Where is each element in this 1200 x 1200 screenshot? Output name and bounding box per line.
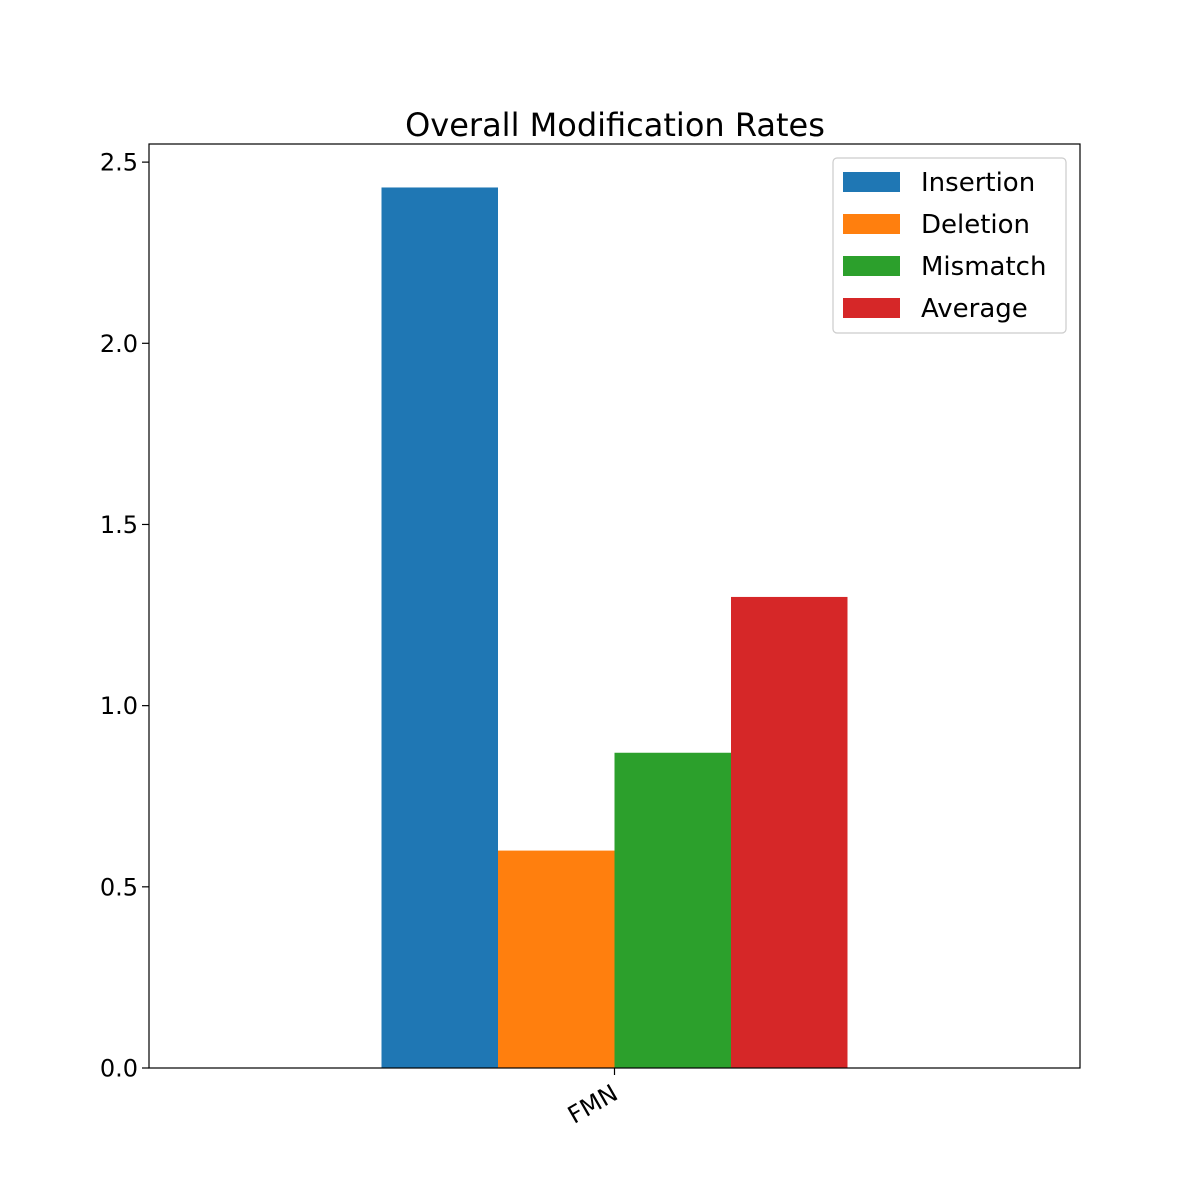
legend: Insertion Deletion Mismatch Average bbox=[832, 157, 1067, 334]
bar-insertion-fmn bbox=[381, 187, 498, 1069]
y-axis: 0.0 0.5 1.0 1.5 2.0 2.5 bbox=[100, 149, 149, 1083]
legend-label-deletion: Deletion bbox=[921, 210, 1030, 240]
legend-swatch-mismatch bbox=[843, 256, 900, 276]
y-tick-label: 1.5 bbox=[100, 511, 138, 539]
bar-mismatch-fmn bbox=[614, 752, 731, 1068]
legend-label-mismatch: Mismatch bbox=[921, 252, 1046, 282]
legend-frame bbox=[832, 157, 1067, 334]
legend-items: Insertion Deletion Mismatch Average bbox=[843, 168, 1046, 324]
bar-deletion-fmn bbox=[498, 850, 615, 1068]
y-tick-label: 2.0 bbox=[100, 330, 138, 358]
legend-label-insertion: Insertion bbox=[921, 168, 1035, 198]
y-tick-label: 1.0 bbox=[100, 692, 138, 720]
legend-label-average: Average bbox=[921, 294, 1028, 324]
legend-swatch-insertion bbox=[843, 172, 900, 192]
y-tick-label: 2.5 bbox=[100, 149, 138, 177]
y-tick-label: 0.5 bbox=[100, 873, 138, 901]
y-tick-label: 0.0 bbox=[100, 1055, 138, 1083]
bar-average-fmn bbox=[731, 596, 848, 1068]
chart-title: Overall Modification Rates bbox=[405, 106, 825, 144]
legend-swatch-deletion bbox=[843, 214, 900, 234]
bars-layer bbox=[381, 187, 848, 1069]
legend-swatch-average bbox=[843, 298, 900, 318]
